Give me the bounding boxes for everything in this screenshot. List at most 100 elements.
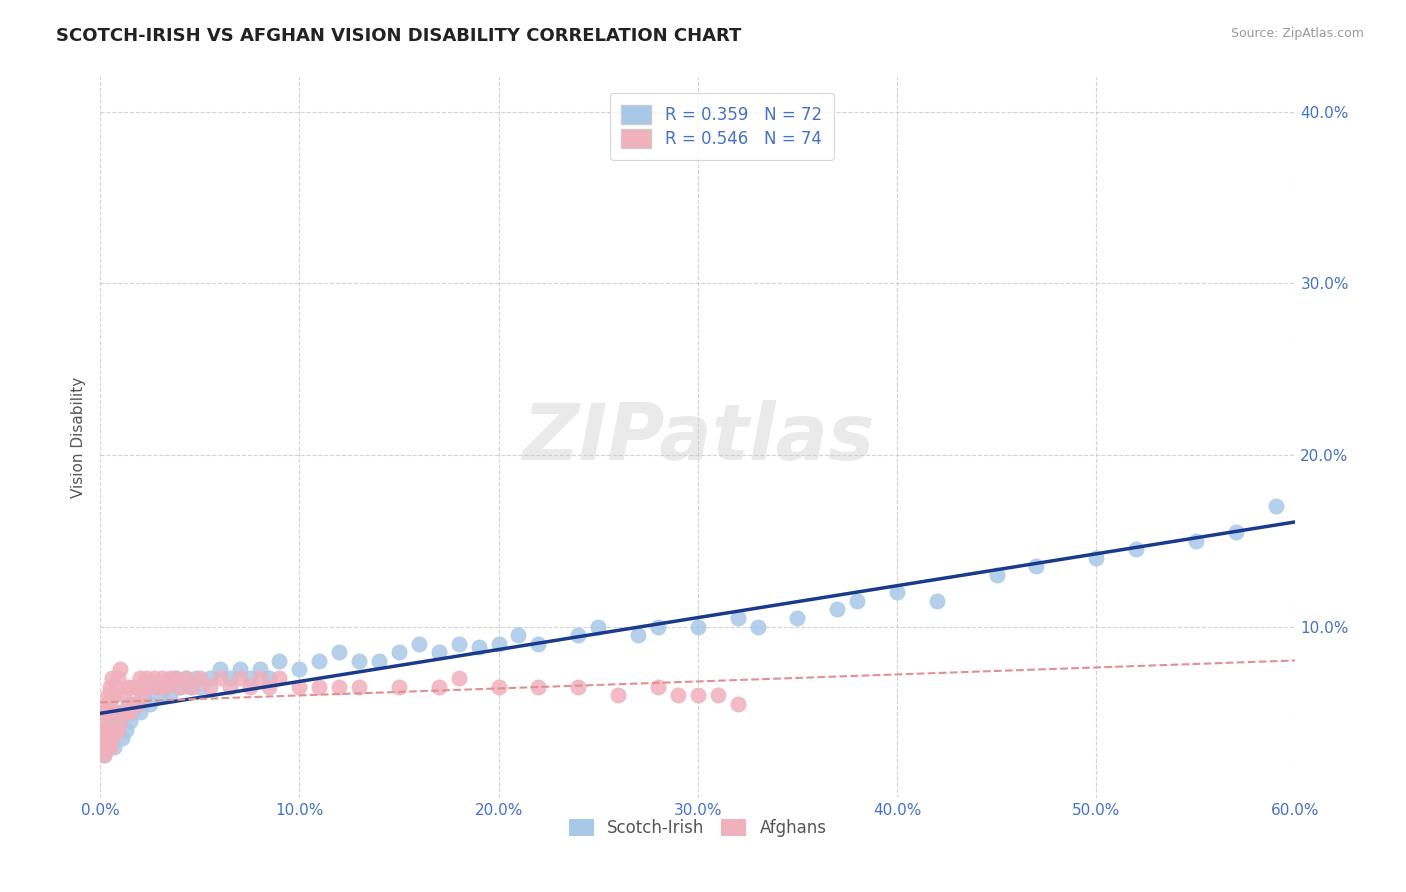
Point xyxy=(105,680,128,694)
Point xyxy=(188,680,211,694)
Point xyxy=(259,680,281,694)
Point xyxy=(647,619,669,633)
Point xyxy=(94,739,117,754)
Point xyxy=(163,671,186,685)
Y-axis label: Vision Disability: Vision Disability xyxy=(72,377,86,499)
Point xyxy=(208,662,231,676)
Point xyxy=(218,671,240,685)
Point xyxy=(107,723,129,737)
Point xyxy=(139,680,162,694)
Point xyxy=(91,739,114,754)
Point xyxy=(249,662,271,676)
Point xyxy=(108,662,131,676)
Point xyxy=(1085,550,1108,565)
Point xyxy=(112,706,135,720)
Point xyxy=(527,637,550,651)
Point xyxy=(93,723,115,737)
Text: ZIPatlas: ZIPatlas xyxy=(522,400,875,475)
Point xyxy=(108,714,131,728)
Point xyxy=(103,739,125,754)
Point xyxy=(269,654,291,668)
Point xyxy=(586,619,609,633)
Point xyxy=(169,680,191,694)
Point xyxy=(427,680,450,694)
Point xyxy=(249,671,271,685)
Point xyxy=(686,619,709,633)
Point xyxy=(368,654,391,668)
Point xyxy=(145,680,167,694)
Point xyxy=(527,680,550,694)
Point xyxy=(98,739,121,754)
Point xyxy=(107,723,129,737)
Point xyxy=(198,680,221,694)
Point xyxy=(105,723,128,737)
Point xyxy=(188,671,211,685)
Point xyxy=(111,731,134,745)
Point xyxy=(121,680,143,694)
Point xyxy=(925,594,948,608)
Point xyxy=(308,654,330,668)
Point xyxy=(228,671,250,685)
Point xyxy=(727,611,749,625)
Point xyxy=(686,688,709,702)
Point xyxy=(101,671,124,685)
Point xyxy=(112,688,135,702)
Text: Source: ZipAtlas.com: Source: ZipAtlas.com xyxy=(1230,27,1364,40)
Point xyxy=(1025,559,1047,574)
Point xyxy=(647,680,669,694)
Point xyxy=(132,688,155,702)
Point xyxy=(666,688,689,702)
Point xyxy=(118,714,141,728)
Point xyxy=(122,697,145,711)
Point xyxy=(1185,533,1208,548)
Point xyxy=(150,671,173,685)
Point xyxy=(825,602,848,616)
Point xyxy=(388,680,411,694)
Point xyxy=(886,585,908,599)
Point xyxy=(155,680,177,694)
Point xyxy=(93,748,115,763)
Point xyxy=(706,688,728,702)
Point xyxy=(846,594,869,608)
Point xyxy=(93,706,115,720)
Point xyxy=(467,640,489,654)
Point xyxy=(1125,542,1147,557)
Point xyxy=(155,680,177,694)
Point xyxy=(97,739,120,754)
Point xyxy=(94,723,117,737)
Point xyxy=(91,739,114,754)
Point xyxy=(627,628,650,642)
Point xyxy=(169,680,191,694)
Point xyxy=(567,680,589,694)
Point xyxy=(91,723,114,737)
Point xyxy=(94,714,117,728)
Point xyxy=(388,645,411,659)
Point xyxy=(174,671,197,685)
Point xyxy=(125,680,148,694)
Point xyxy=(165,671,187,685)
Point xyxy=(115,723,138,737)
Point xyxy=(408,637,430,651)
Point xyxy=(146,680,169,694)
Point xyxy=(149,688,172,702)
Point xyxy=(139,697,162,711)
Point xyxy=(111,706,134,720)
Point xyxy=(127,697,149,711)
Point xyxy=(93,748,115,763)
Point xyxy=(101,723,124,737)
Point xyxy=(103,723,125,737)
Point xyxy=(259,671,281,685)
Point xyxy=(94,697,117,711)
Point xyxy=(198,671,221,685)
Point xyxy=(174,671,197,685)
Point xyxy=(103,688,125,702)
Point xyxy=(347,680,370,694)
Point xyxy=(121,706,143,720)
Point xyxy=(328,645,350,659)
Point xyxy=(238,671,260,685)
Point xyxy=(135,671,157,685)
Point xyxy=(488,637,510,651)
Point xyxy=(208,671,231,685)
Point xyxy=(308,680,330,694)
Point xyxy=(727,697,749,711)
